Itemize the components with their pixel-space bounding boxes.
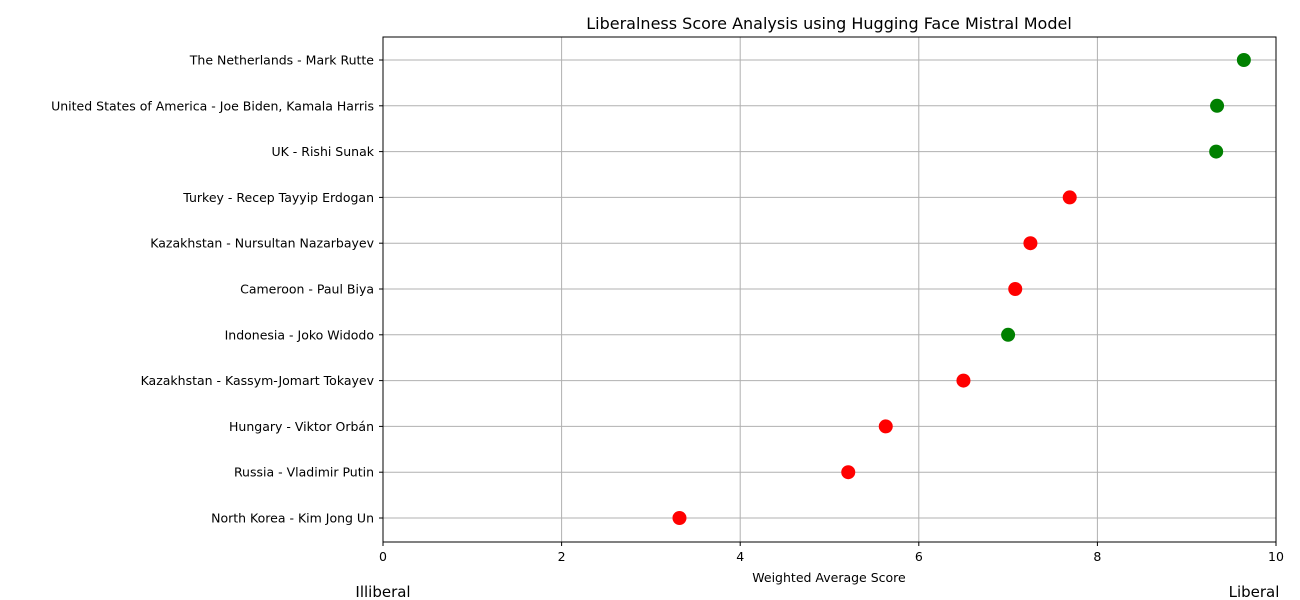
data-point [1001, 327, 1016, 342]
x-tick-label: 4 [736, 549, 744, 564]
data-point [1236, 53, 1251, 67]
data-point [1062, 190, 1077, 205]
data-point [841, 465, 856, 480]
y-tick-label: Kazakhstan - Nursultan Nazarbayev [150, 236, 374, 251]
y-tick-label: United States of America - Joe Biden, Ka… [51, 98, 374, 113]
y-tick-label: North Korea - Kim Jong Un [211, 511, 374, 526]
chart-title: Liberalness Score Analysis using Hugging… [586, 14, 1072, 33]
plot-frame [382, 36, 1277, 543]
data-point [672, 511, 687, 525]
y-tick-label: The Netherlands - Mark Rutte [189, 53, 375, 68]
x-tick-label: 10 [1268, 549, 1284, 564]
y-tick-label: Turkey - Recep Tayyip Erdogan [182, 190, 374, 205]
x-tick-labels: 0 2 4 6 8 10 [379, 542, 1284, 564]
grid [382, 37, 1277, 542]
x-tick-label: 0 [379, 549, 387, 564]
data-point [956, 373, 971, 388]
y-tick-labels: The Netherlands - Mark Rutte United State… [51, 53, 383, 526]
data-point [1008, 282, 1023, 296]
data-point [1210, 98, 1225, 113]
data-points [672, 53, 1251, 525]
x-tick-label: 2 [558, 549, 566, 564]
y-tick-label: Russia - Vladimir Putin [234, 465, 374, 480]
y-tick-label: UK - Rishi Sunak [271, 144, 374, 159]
y-tick-label: Cameroon - Paul Biya [240, 282, 374, 297]
y-tick-label: Hungary - Viktor Orbán [229, 419, 374, 434]
y-tick-label: Kazakhstan - Kassym-Jomart Tokayev [141, 373, 375, 388]
illiberal-label: Illiberal [355, 583, 410, 600]
y-tick-label: Indonesia - Joko Widodo [225, 327, 374, 342]
data-point [878, 419, 893, 434]
x-tick-label: 8 [1093, 549, 1101, 564]
liberal-label: Liberal [1229, 583, 1280, 600]
x-tick-label: 6 [915, 549, 923, 564]
data-point [1023, 236, 1038, 251]
x-axis-label: Weighted Average Score [752, 570, 906, 585]
data-point [1209, 144, 1224, 159]
